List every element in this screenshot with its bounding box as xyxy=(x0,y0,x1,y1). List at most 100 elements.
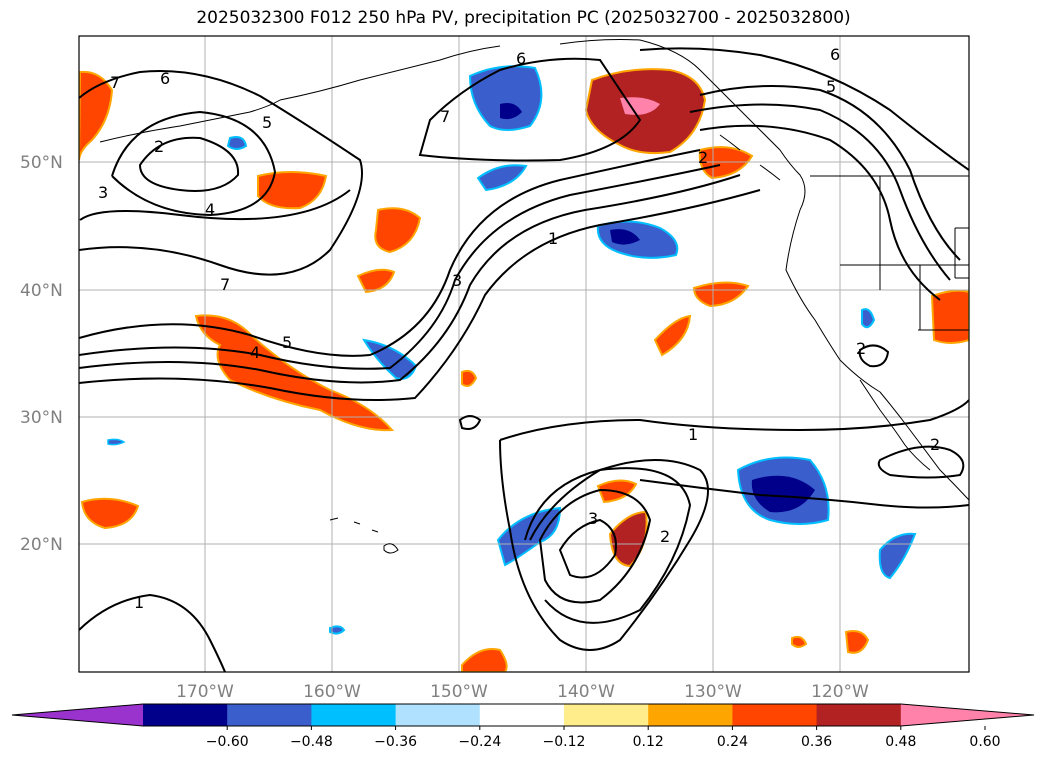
alaska-coast xyxy=(279,39,806,211)
colorbar-swatch xyxy=(227,704,312,726)
pv-contour xyxy=(699,124,941,301)
colorbar-tick-label: 0.24 xyxy=(717,734,748,750)
colorbar-tick-label: 0.60 xyxy=(969,734,1000,750)
latitude-labels: 50°N 40°N 30°N 20°N xyxy=(20,153,63,555)
colorbar-tick-label: −0.24 xyxy=(458,734,501,750)
contour-label: 5 xyxy=(282,333,292,352)
precip-positive-area xyxy=(356,268,396,294)
graticule xyxy=(79,36,969,672)
lon-label-130w: 130°W xyxy=(684,682,742,702)
precip-positive-area xyxy=(80,497,140,530)
colorbar-outline xyxy=(11,703,1035,727)
pv-contour xyxy=(138,136,240,192)
precip-positive-area xyxy=(791,635,808,648)
precip-negative-area xyxy=(610,229,640,245)
map-frame xyxy=(78,35,970,673)
lon-label-170w: 170°W xyxy=(176,682,234,702)
coastlines xyxy=(99,39,969,554)
pv-contour xyxy=(689,103,951,281)
contour-label: 6 xyxy=(830,45,840,64)
contour-label: 2 xyxy=(698,148,708,167)
longitude-labels: 170°W 160°W 150°W 140°W 130°W 120°W xyxy=(176,682,869,702)
colorbar-swatch xyxy=(816,704,902,726)
colorbar-tick-label: 0.48 xyxy=(885,734,916,750)
precip-positive-area xyxy=(844,630,870,654)
colorbar-swatch xyxy=(395,704,481,726)
pv-contour xyxy=(79,189,761,402)
pv-contour xyxy=(639,479,969,509)
pv-contours xyxy=(79,47,969,672)
contour-label: 2 xyxy=(856,339,866,358)
colorbar-swatch xyxy=(143,704,228,726)
precip-negative-area xyxy=(362,338,418,380)
contour-label: 3 xyxy=(98,183,108,202)
colorbar-extend-high xyxy=(900,704,1034,726)
precip-positive-area xyxy=(194,314,395,432)
precip-negative-area xyxy=(861,308,876,329)
contour-label: 7 xyxy=(220,275,230,294)
contour-label: 7 xyxy=(110,73,120,92)
pv-contour xyxy=(79,593,226,672)
precip-positive-area xyxy=(620,97,660,115)
precip-positive-area xyxy=(79,70,114,161)
lat-label-50n: 50°N xyxy=(20,153,63,173)
lon-label-150w: 150°W xyxy=(430,682,488,702)
lon-label-140w: 140°W xyxy=(557,682,615,702)
precip-negative-area xyxy=(500,103,522,120)
colorbar-tick-label: 0.12 xyxy=(633,734,664,750)
colorbar-swatch xyxy=(564,704,649,726)
precip-negative-area xyxy=(329,625,346,635)
precip-positive-area xyxy=(653,314,692,357)
colorbar: −0.60 −0.48 −0.36 −0.24 −0.12 0.12 0.24 0.36 0.4… xyxy=(11,703,1035,750)
pv-contour xyxy=(111,110,277,217)
contour-label: 3 xyxy=(452,271,462,290)
colorbar-tick-label: −0.60 xyxy=(206,734,249,750)
north-america-coast xyxy=(785,209,969,501)
contour-label: 4 xyxy=(205,200,215,219)
pv-contour xyxy=(79,189,351,221)
pv-contour xyxy=(877,445,965,479)
contour-label: 6 xyxy=(160,69,170,88)
colorbar-tick-label: −0.12 xyxy=(543,734,586,750)
pv-contour xyxy=(418,57,642,162)
colorbar-tick-label: −0.36 xyxy=(374,734,417,750)
precip-positive-area xyxy=(461,648,508,672)
pv-contour xyxy=(499,399,969,441)
pv-contour xyxy=(79,164,721,370)
precip-positive-area xyxy=(374,207,422,254)
contour-label: 1 xyxy=(134,593,144,612)
pv-contour xyxy=(699,85,961,261)
precip-negative-area xyxy=(107,438,126,446)
colorbar-swatch xyxy=(311,704,397,726)
colorbar-swatch xyxy=(479,704,565,726)
coast-islands xyxy=(719,134,781,181)
map-title: 2025032300 F012 250 hPa PV, precipitatio… xyxy=(196,8,851,28)
contour-label: 1 xyxy=(548,229,558,248)
pv-contour xyxy=(524,467,692,624)
lon-label-160w: 160°W xyxy=(303,682,361,702)
pv-contour xyxy=(558,518,617,579)
pv-contour xyxy=(538,488,652,604)
colorbar-tick-label: −0.48 xyxy=(290,734,333,750)
precip-positive-area xyxy=(257,171,328,210)
precip-negative-area xyxy=(226,136,248,150)
baja-coast xyxy=(859,379,931,471)
contour-label: 7 xyxy=(440,107,450,126)
colorbar-swatch xyxy=(732,704,818,726)
precip-negative-area xyxy=(751,475,815,513)
contour-label: 2 xyxy=(660,527,670,546)
lon-label-120w: 120°W xyxy=(811,682,869,702)
pv-contour xyxy=(639,47,969,171)
aleutian-islands xyxy=(99,99,281,143)
contour-label: 2 xyxy=(154,137,164,156)
lat-label-40n: 40°N xyxy=(20,281,63,301)
hawaii-islands xyxy=(329,517,399,554)
pv-contour xyxy=(79,174,741,384)
contour-label: 6 xyxy=(516,49,526,68)
contour-label: 1 xyxy=(688,425,698,444)
pv-contour xyxy=(79,70,363,276)
lat-label-20n: 20°N xyxy=(20,535,63,555)
pv-contour-labels: 7 6 6 6 5 5 2 3 4 7 7 1 3 5 4 2 2 1 3 2 … xyxy=(98,45,940,612)
contour-label: 5 xyxy=(262,113,272,132)
